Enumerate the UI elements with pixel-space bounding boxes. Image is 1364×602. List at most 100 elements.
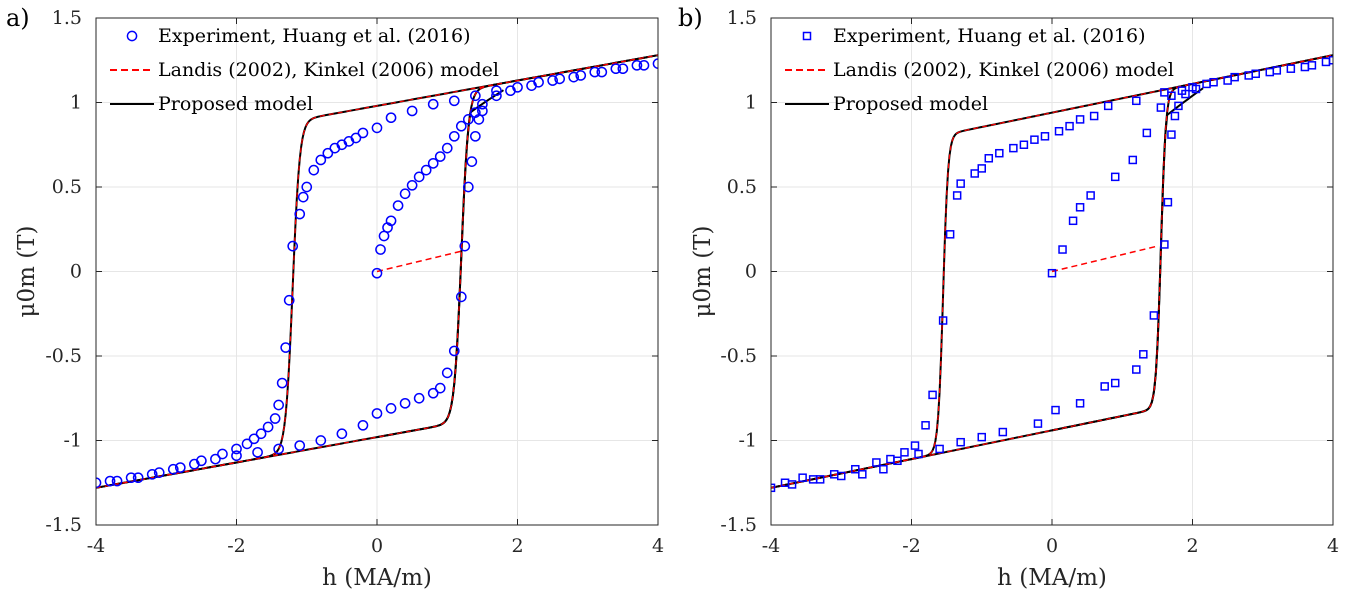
panel-label: b) — [678, 4, 703, 32]
experiment-point — [241, 438, 253, 450]
experiment-point — [280, 342, 292, 353]
experiment-point — [956, 437, 965, 447]
experiment-point — [1149, 311, 1159, 320]
experiment-point — [273, 399, 284, 411]
experiment-point — [406, 105, 418, 117]
experiment-point — [406, 179, 418, 191]
landis-model-initial-line — [1051, 245, 1158, 273]
experiment-point — [413, 171, 425, 183]
experiment-point — [568, 71, 580, 83]
panel-b: -4 -2 0 2 4 -1.5 -1 -0.5 0 0.5 1 1.5 h (MA/m) μ0m (T)… — [678, 4, 1339, 591]
x-tick-label: -2 — [227, 535, 246, 557]
experiment-point — [477, 98, 488, 110]
x-tick-label: 4 — [652, 535, 664, 557]
experiment-point — [998, 427, 1008, 437]
legend: Experiment, Huang et al. (2016) Landis (2… — [785, 25, 1174, 115]
experiment-point — [448, 95, 460, 107]
panel-a: -4 -2 0 2 4 -1.5 -1 -0.5 0 0.5 1 1.5 h (MA/m) μ0m (T)… — [6, 4, 664, 591]
experiment-point — [427, 387, 439, 399]
experiment-point — [470, 130, 481, 142]
experiment-point — [491, 85, 502, 97]
legend-entry-label: Experiment, Huang et al. (2016) — [833, 25, 1146, 47]
experiment-point — [252, 446, 263, 458]
experiment-point — [301, 181, 313, 193]
experiment-point — [322, 147, 334, 159]
x-tick-label: 4 — [1327, 535, 1339, 557]
experiment-point — [111, 475, 123, 487]
experiment-point — [399, 188, 411, 200]
y-tick-label: 1 — [745, 92, 757, 114]
x-tick-label: 0 — [1046, 535, 1058, 557]
x-tick-label: 0 — [371, 535, 383, 557]
experiment-point — [1174, 101, 1183, 111]
experiment-point — [1230, 72, 1239, 82]
experiment-point — [575, 70, 587, 81]
experiment-point — [231, 450, 242, 462]
experiment-point — [385, 215, 397, 227]
experiment-point — [1033, 419, 1043, 428]
experiment-point — [1089, 111, 1099, 121]
experiment-point — [189, 458, 200, 470]
experiment-point — [1075, 115, 1085, 124]
legend-entry-label: Landis (2002), Kinkel (2006) model — [158, 59, 499, 81]
x-tick-label: -4 — [762, 535, 781, 557]
y-tick-label: -0.5 — [45, 345, 82, 367]
experiment-point — [798, 473, 807, 482]
experiment-point — [1251, 69, 1260, 79]
experiment-point — [262, 421, 274, 433]
y-tick-label: -1.5 — [45, 514, 82, 536]
landis-model-descending-branch — [96, 54, 658, 489]
experiment-point — [420, 164, 432, 176]
experiment-point — [434, 382, 446, 394]
y-tick-label: 1 — [70, 92, 82, 114]
experiment-point — [174, 462, 186, 473]
experiment-point — [462, 114, 474, 125]
y-axis-label: μ0m (T) — [690, 226, 716, 318]
y-tick-label: 0.5 — [727, 176, 757, 198]
experiment-point — [153, 467, 165, 478]
experiment-point — [273, 443, 284, 455]
y-tick-label: 1.5 — [52, 7, 82, 29]
experiment-point — [455, 291, 467, 303]
experiment-point — [977, 164, 986, 173]
experiment-point — [1019, 140, 1029, 149]
experiment-point — [837, 471, 846, 481]
experiment-point — [1170, 111, 1180, 121]
experiment-point — [385, 403, 397, 414]
experiment-point — [1054, 126, 1064, 136]
experiment-point — [392, 200, 404, 211]
experiment-point — [294, 208, 306, 220]
x-axis-label: h (MA/m) — [997, 565, 1107, 591]
experiment-point — [952, 191, 962, 200]
experiment-point — [255, 428, 267, 440]
experiment-point — [385, 112, 397, 124]
experiment-point — [1051, 405, 1060, 415]
legend-marker-experiment — [802, 31, 812, 41]
experiment-point — [297, 191, 309, 203]
experiment-point — [1139, 350, 1148, 359]
experiment-point — [995, 148, 1004, 158]
experiment-point — [462, 181, 474, 193]
experiment-point — [1110, 172, 1120, 182]
experiment-point — [287, 240, 299, 252]
experiment-point — [466, 156, 478, 167]
experiment-point — [1128, 155, 1138, 165]
experiment-point — [1209, 77, 1218, 87]
experiment-point — [1030, 135, 1039, 144]
experiment-point — [893, 456, 902, 466]
experiment-point — [448, 130, 460, 142]
y-tick-label: 0 — [745, 261, 757, 283]
experiment-point — [771, 483, 776, 493]
experiment-point — [1163, 197, 1173, 207]
experiment-point — [1286, 64, 1296, 73]
experiment-point — [1156, 103, 1166, 112]
experiment-point — [1191, 84, 1201, 94]
experiment-point — [780, 478, 790, 487]
experiment-point — [427, 157, 439, 169]
experiment-point — [879, 464, 888, 474]
experiment-point — [448, 345, 460, 357]
panel-label: a) — [6, 4, 30, 32]
landis-model-initial-line — [376, 250, 462, 273]
experiment-point — [167, 463, 179, 475]
